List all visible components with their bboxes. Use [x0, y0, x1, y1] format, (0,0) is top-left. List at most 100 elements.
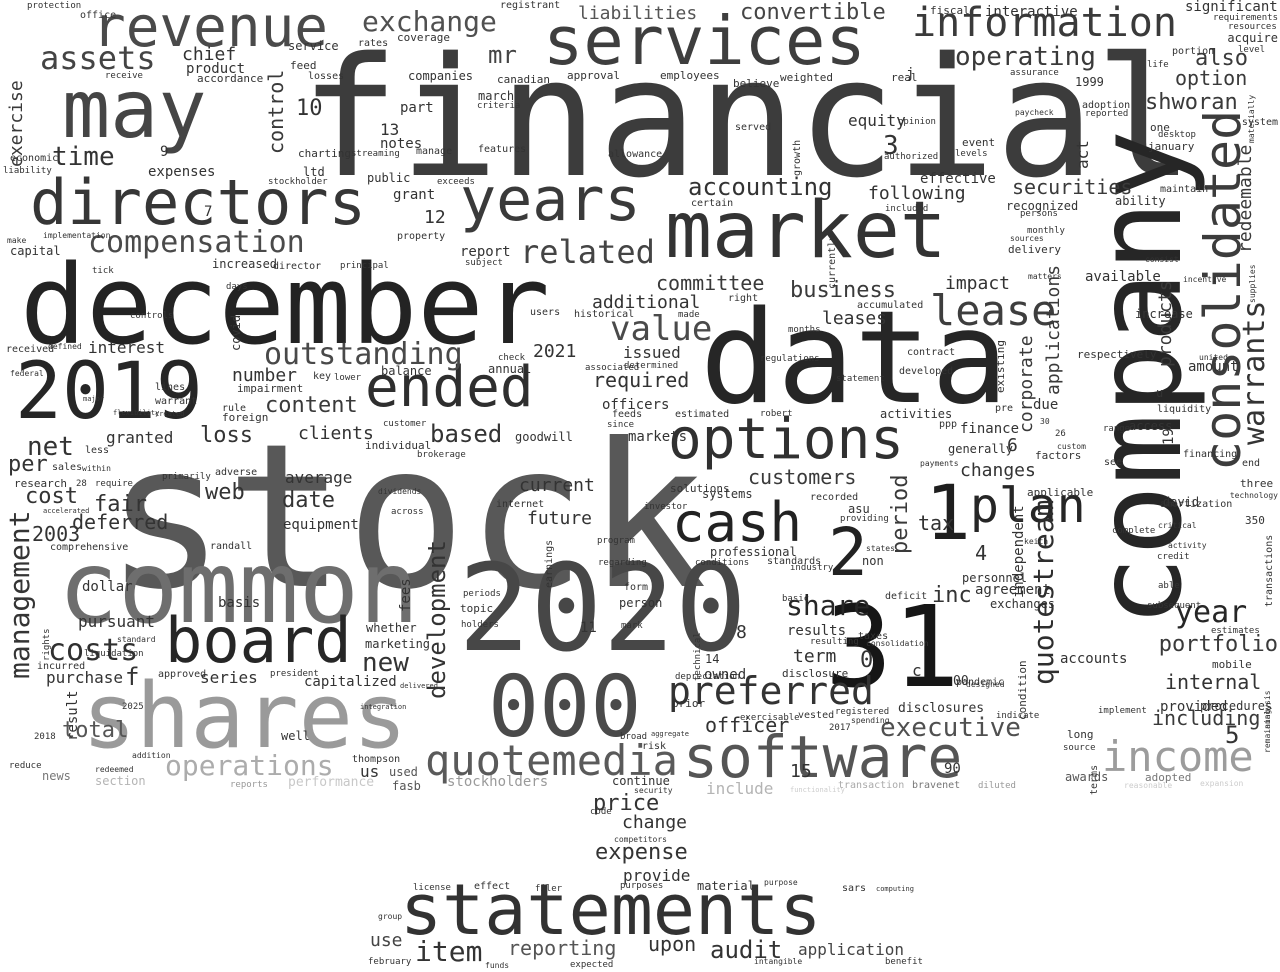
word-costs: costs	[48, 633, 139, 668]
word-intangible: intangible	[754, 957, 803, 966]
word-option: option	[1175, 66, 1248, 90]
word-amount: amount	[1188, 359, 1239, 375]
word-indicate: indicate	[996, 711, 1040, 721]
word-dollar: dollar	[82, 579, 133, 595]
word-customer: customer	[383, 419, 427, 429]
word-industry: industry	[790, 563, 834, 573]
word-delivered: delivered	[400, 682, 438, 690]
word-increase: increase	[1135, 307, 1193, 321]
word-outstanding: outstanding	[264, 337, 463, 372]
word-amortization: amortization	[1160, 499, 1233, 510]
word-tax: tax	[918, 511, 955, 535]
word-persons: persons	[1020, 209, 1058, 219]
word-made: made	[678, 310, 700, 320]
word-person: person	[619, 596, 663, 610]
word-350: 350	[1245, 514, 1265, 527]
word-program: program	[597, 536, 635, 546]
word-lease: lease	[930, 286, 1057, 335]
word-activities: activities	[880, 407, 953, 421]
word-granted: granted	[106, 428, 174, 447]
word-addition: addition	[132, 751, 171, 760]
word-market: market	[665, 186, 947, 276]
word-material: material	[697, 879, 755, 893]
word-united: united	[1199, 353, 1228, 362]
word-individual: individual	[365, 439, 432, 452]
word-awards: awards	[1065, 770, 1109, 784]
word-believe: believe	[733, 77, 780, 90]
word-7: 7	[204, 204, 213, 220]
word-reporting: reporting	[508, 936, 617, 960]
word-sars: sars	[842, 883, 867, 894]
word-within: within	[82, 464, 111, 473]
word-impact: impact	[945, 273, 1011, 294]
word-march: march	[478, 89, 515, 103]
word-delivery: delivery	[1008, 243, 1061, 256]
word-liabilities: liabilities	[578, 3, 698, 24]
word-date: date	[282, 488, 335, 513]
word-historical: historical	[574, 309, 635, 320]
word-net: net	[27, 432, 74, 462]
word-9: 9	[160, 144, 169, 160]
word-regulations: regulations	[760, 354, 820, 364]
word-resulting: resulting	[810, 637, 859, 647]
word-competitors: competitors	[614, 835, 667, 844]
word-created: created	[155, 410, 185, 418]
word-research: research	[14, 477, 67, 490]
word-future: future	[527, 508, 593, 529]
word-revenue: revenue	[92, 0, 329, 60]
word-related: related	[520, 233, 655, 271]
word-u: u	[1156, 386, 1164, 400]
word-robert: robert	[760, 409, 793, 419]
word-providing: providing	[840, 514, 889, 524]
word-business: business	[790, 278, 896, 303]
word-requirements: requirements	[1212, 13, 1278, 23]
word-allowance: allowance	[608, 149, 663, 160]
word-paycheck: paycheck	[1015, 108, 1054, 117]
word-respectively: respectively	[1077, 348, 1157, 361]
word-public: public	[367, 171, 411, 185]
word-long: long	[1067, 728, 1094, 741]
word-2018: 2018	[34, 732, 56, 742]
word-sales: sales	[52, 462, 83, 473]
word-6: 6	[1007, 435, 1018, 456]
word-redeemable: redeemable	[1235, 144, 1256, 253]
word-recorded: recorded	[810, 492, 859, 503]
word-grant: grant	[393, 187, 436, 203]
word-financial: financial	[300, 22, 1195, 214]
word-ability: ability	[1115, 194, 1166, 208]
word-approved: approved	[158, 669, 207, 680]
word-reports: reports	[230, 780, 268, 790]
word-source: source	[1063, 743, 1096, 753]
word-supplies: supplies	[1248, 264, 1257, 303]
word-days: days	[226, 282, 248, 292]
word-federal: federal	[10, 369, 44, 378]
word-contract: contract	[907, 347, 956, 358]
word-software: software	[683, 723, 963, 791]
word-notes: notes	[380, 136, 423, 152]
word-included: included	[885, 204, 929, 214]
word-equipment: equipment	[283, 517, 359, 533]
word-web: web	[205, 480, 245, 505]
word-effective: effective	[920, 171, 996, 187]
word-series: series	[200, 668, 258, 687]
word-event: event	[962, 136, 996, 149]
word-taxes: taxes	[858, 631, 889, 642]
word-broad: broad	[620, 732, 648, 742]
word-asu: asu	[848, 502, 870, 516]
word-standard: standard	[117, 635, 156, 644]
word-level: level	[1238, 45, 1266, 55]
word-tick: tick	[92, 266, 114, 276]
word-risk: risk	[642, 741, 667, 752]
word-information: information	[912, 0, 1177, 46]
word-real: real	[891, 71, 918, 84]
word-results: results	[787, 623, 847, 639]
word-functionality: functionality	[790, 786, 845, 794]
word-consolidation: consolidation	[866, 639, 929, 648]
word-existing: existing	[994, 340, 1007, 393]
word-rule: rule	[222, 403, 247, 414]
word-one: one	[1150, 121, 1170, 134]
word-portfolio: portfolio	[1158, 632, 1278, 657]
word-average: average	[285, 468, 353, 487]
word-26: 26	[1055, 429, 1066, 439]
